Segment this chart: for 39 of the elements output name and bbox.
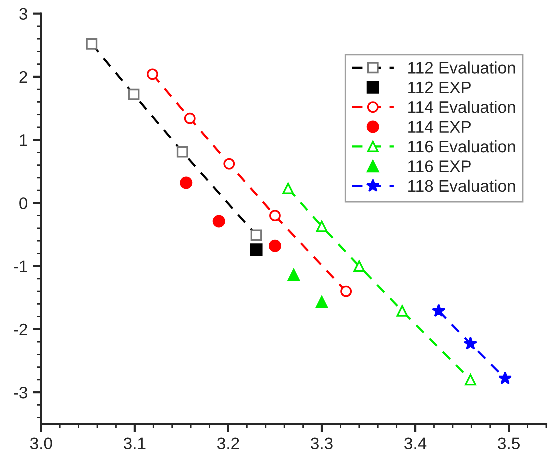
point (498, 372, 512, 385)
y-tick-label: 3 (20, 8, 28, 20)
y-tick-label: 0 (20, 198, 28, 210)
x-tick-label: 3.2 (218, 438, 240, 450)
point (354, 260, 366, 272)
legend-label: 112 EXP (408, 82, 471, 94)
y-tick-label: 1 (20, 134, 28, 146)
y-tick-label: 2 (20, 71, 28, 83)
x-tick-label: 3.4 (404, 438, 427, 450)
x-tick-label: 3.5 (498, 438, 520, 450)
point (212, 215, 226, 228)
point (465, 374, 476, 386)
legend-label: 112 Evaluation (408, 62, 516, 74)
point (464, 336, 478, 350)
y-tick-label: -3 (14, 386, 28, 399)
y-tick-label: -2 (14, 324, 28, 336)
y-tick-label: -1 (14, 260, 28, 272)
point (340, 286, 352, 298)
point (224, 158, 236, 170)
x-tick-label: 3.3 (311, 438, 333, 450)
point (288, 268, 300, 282)
legend-label: 114 Evaluation (408, 101, 516, 114)
legend-label: 116 EXP (408, 160, 471, 172)
point (396, 305, 408, 317)
point (268, 240, 282, 252)
point (316, 220, 328, 232)
point (180, 176, 193, 190)
point (270, 210, 281, 222)
point (316, 296, 328, 309)
x-tick-label: 3.0 (30, 438, 52, 450)
x-tick-label: 3.1 (124, 438, 146, 450)
legend-label: 114 EXP (408, 121, 471, 133)
point (432, 304, 446, 318)
point (184, 112, 196, 124)
point (147, 68, 158, 80)
legend-label: 116 Evaluation (408, 140, 516, 153)
legend-label: 118 Evaluation (408, 180, 516, 192)
point (282, 182, 294, 194)
point (250, 244, 263, 256)
